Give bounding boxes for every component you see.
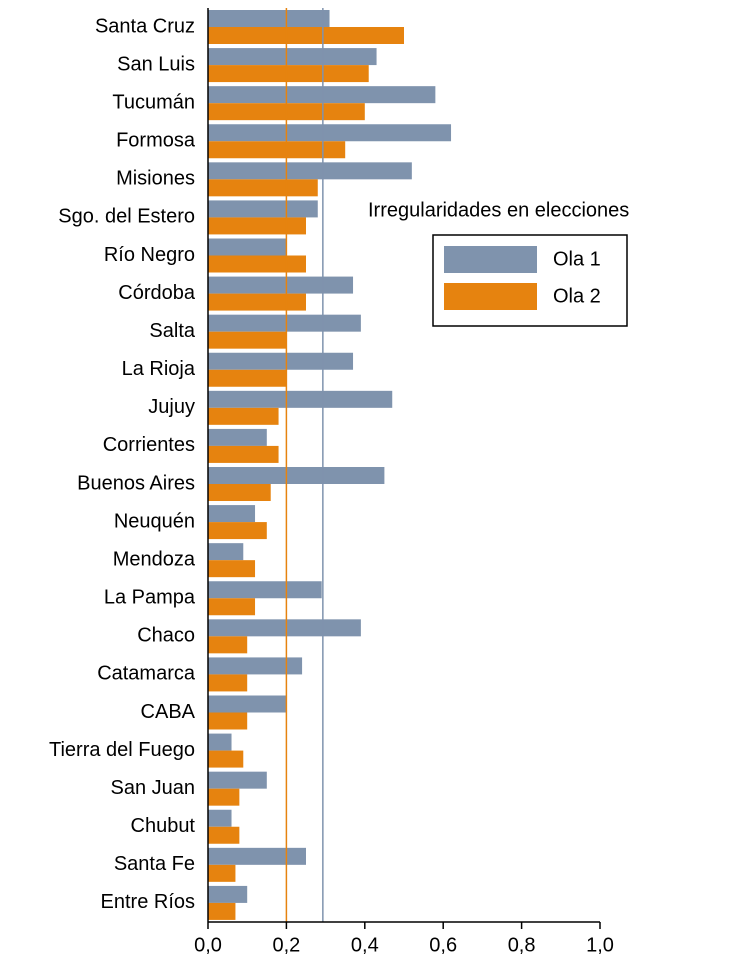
bar bbox=[208, 636, 248, 654]
bar bbox=[208, 65, 369, 83]
y-tick-label: Río Negro bbox=[104, 244, 195, 266]
bar bbox=[208, 86, 436, 104]
bar bbox=[208, 885, 248, 903]
bar bbox=[208, 809, 232, 827]
bar bbox=[208, 826, 240, 844]
y-tick-label: Córdoba bbox=[118, 282, 196, 304]
legend-label: Ola 1 bbox=[553, 248, 601, 270]
y-tick-label: Santa Fe bbox=[114, 853, 195, 875]
bar bbox=[208, 314, 361, 332]
y-tick-label: Jujuy bbox=[148, 396, 195, 418]
x-tick-label: 0,4 bbox=[351, 934, 379, 956]
y-tick-label: Chaco bbox=[137, 625, 195, 647]
bar bbox=[208, 445, 279, 463]
y-tick-label: Tucumán bbox=[112, 91, 195, 113]
y-tick-label: Sgo. del Estero bbox=[58, 206, 195, 228]
bar bbox=[208, 238, 287, 256]
bar bbox=[208, 598, 256, 616]
bar bbox=[208, 352, 354, 370]
bar bbox=[208, 369, 287, 387]
bar bbox=[208, 522, 267, 540]
y-tick-label: Formosa bbox=[116, 130, 196, 152]
legend-swatch bbox=[444, 246, 537, 273]
y-tick-label: Misiones bbox=[116, 168, 195, 190]
y-tick-label: Mendoza bbox=[113, 548, 196, 570]
y-tick-label: Santa Cruz bbox=[95, 15, 195, 37]
legend-label: Ola 2 bbox=[553, 285, 601, 307]
bar bbox=[208, 864, 236, 882]
bar bbox=[208, 543, 244, 561]
bar bbox=[208, 657, 303, 675]
bar bbox=[208, 255, 306, 273]
y-tick-label: Corrientes bbox=[103, 434, 195, 456]
bar bbox=[208, 179, 318, 197]
bar bbox=[208, 733, 232, 751]
y-tick-label: La Rioja bbox=[122, 358, 196, 380]
x-tick-label: 0,2 bbox=[272, 934, 300, 956]
legend-title: Irregularidades en elecciones bbox=[368, 199, 629, 221]
y-tick-label: Buenos Aires bbox=[77, 472, 195, 494]
y-tick-label: Catamarca bbox=[97, 663, 196, 685]
x-tick-label: 0,8 bbox=[508, 934, 536, 956]
bar bbox=[208, 48, 377, 66]
bar bbox=[208, 276, 354, 294]
bar bbox=[208, 162, 412, 180]
x-tick-label: 1,0 bbox=[586, 934, 614, 956]
bar bbox=[208, 467, 385, 484]
bar bbox=[208, 750, 244, 768]
bar bbox=[208, 560, 256, 578]
y-tick-label: La Pampa bbox=[104, 587, 196, 609]
bar bbox=[208, 293, 306, 311]
bar bbox=[208, 390, 393, 408]
bar bbox=[208, 581, 322, 599]
y-tick-label: Entre Ríos bbox=[101, 891, 195, 913]
bar bbox=[208, 217, 306, 235]
bar bbox=[208, 619, 361, 637]
x-tick-label: 0,0 bbox=[194, 934, 222, 956]
y-tick-label: Tierra del Fuego bbox=[49, 739, 195, 761]
y-tick-label: Neuquén bbox=[114, 510, 195, 532]
bar bbox=[208, 771, 267, 789]
bar bbox=[208, 674, 248, 692]
bar bbox=[208, 902, 236, 920]
y-tick-label: San Luis bbox=[117, 53, 195, 75]
bar bbox=[208, 788, 240, 806]
bar bbox=[208, 124, 452, 142]
bar bbox=[208, 407, 279, 425]
bar bbox=[208, 141, 346, 159]
bar bbox=[208, 484, 271, 501]
y-tick-label: CABA bbox=[141, 701, 196, 723]
bar bbox=[208, 331, 287, 349]
bar bbox=[208, 27, 404, 44]
bar bbox=[208, 200, 318, 218]
x-tick-label: 0,6 bbox=[429, 934, 457, 956]
y-tick-label: Chubut bbox=[131, 815, 196, 837]
bar bbox=[208, 847, 306, 865]
bar bbox=[208, 695, 287, 713]
bar bbox=[208, 428, 267, 446]
bar bbox=[208, 10, 330, 27]
bar bbox=[208, 712, 248, 730]
bar bbox=[208, 505, 256, 523]
legend-swatch bbox=[444, 283, 537, 310]
y-tick-label: Salta bbox=[149, 320, 195, 342]
y-tick-label: San Juan bbox=[110, 777, 195, 799]
